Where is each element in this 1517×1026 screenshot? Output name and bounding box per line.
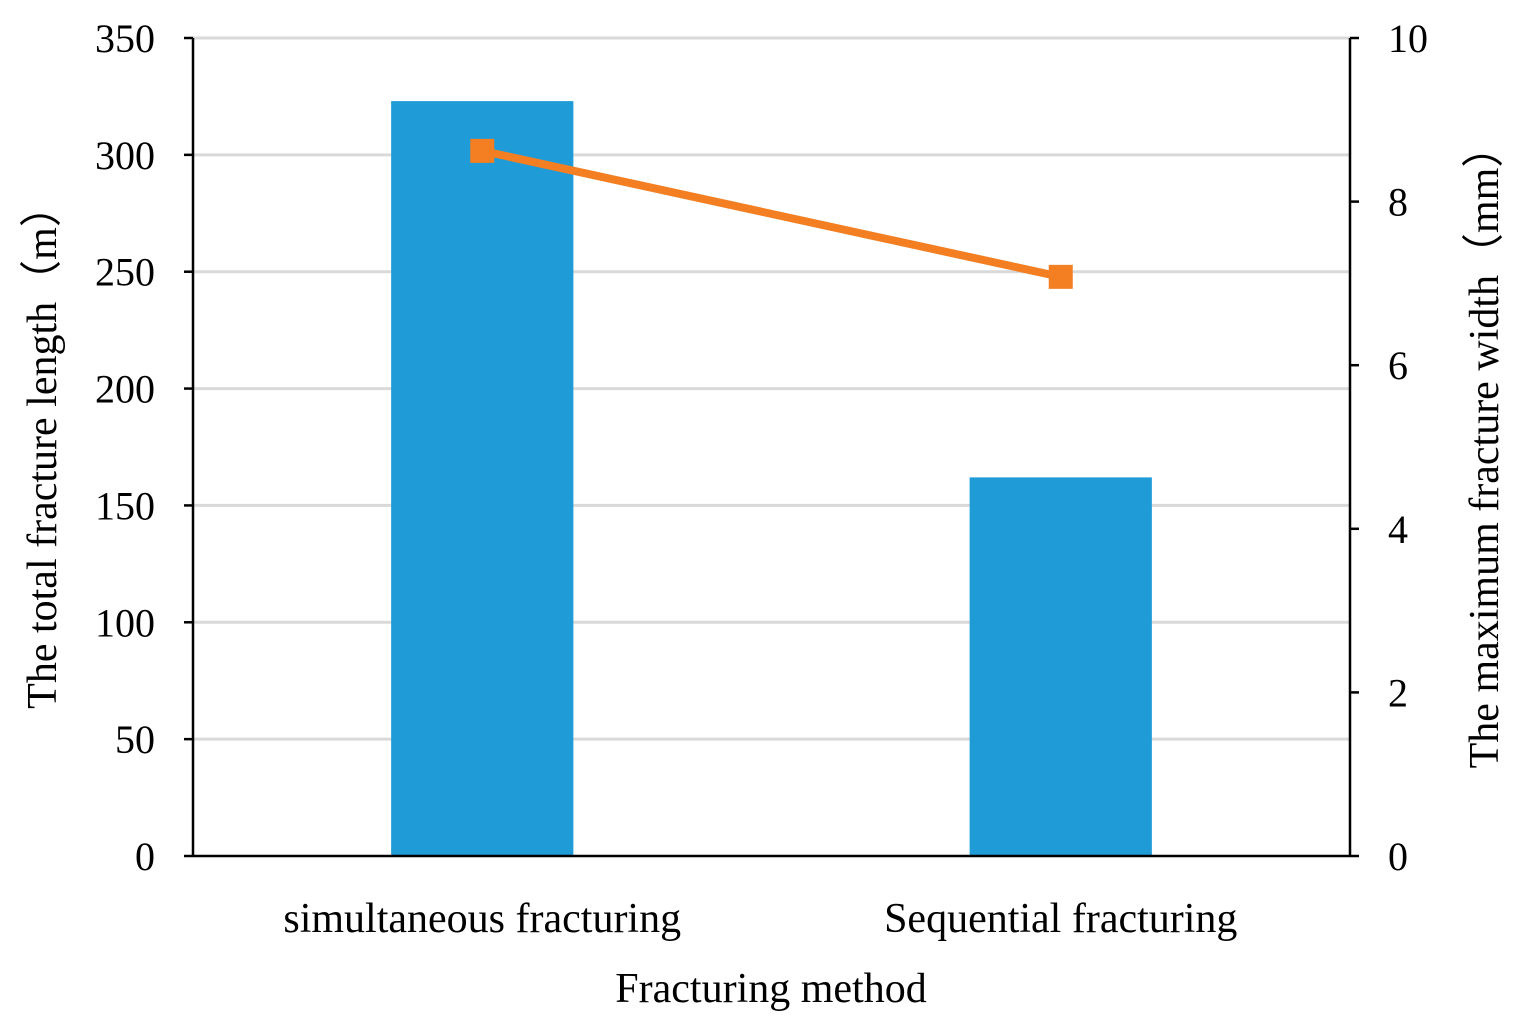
category-label-1: simultaneous fracturing: [283, 896, 681, 942]
left-tick-label-0: 0: [135, 834, 155, 879]
left-tick-label-350: 350: [95, 16, 155, 61]
left-tick-label-150: 150: [95, 483, 155, 528]
left-tick-label-200: 200: [95, 367, 155, 412]
right-tick-label-8: 8: [1388, 180, 1408, 225]
category-label-2: Sequential fracturing: [884, 896, 1237, 942]
right-tick-label-6: 6: [1388, 343, 1408, 388]
right-tick-label-2: 2: [1388, 670, 1408, 715]
width-point-1: [470, 138, 495, 163]
right-axis-ticks: 0 2 4 6 8 10: [1350, 16, 1428, 879]
left-tick-label-300: 300: [95, 133, 155, 178]
y2-axis-title: The maximum fracture width（mm）: [1462, 126, 1508, 769]
x-axis-title: Fracturing method: [615, 966, 926, 1012]
width-point-2: [1048, 264, 1073, 289]
gridlines: [193, 36, 1350, 741]
category-labels: simultaneous fracturing Sequential fractu…: [283, 896, 1237, 942]
left-tick-label-250: 250: [95, 250, 155, 295]
bar-1: [391, 101, 574, 857]
right-tick-label-4: 4: [1388, 507, 1408, 552]
axes: [191, 38, 1352, 858]
bars: [391, 101, 1152, 857]
left-tick-label-100: 100: [95, 600, 155, 645]
right-tick-label-0: 0: [1388, 834, 1408, 879]
left-tick-label-50: 50: [115, 717, 155, 762]
width-line-series: [470, 138, 1073, 289]
bar-2: [969, 477, 1152, 856]
y-axis-title: The total fracture length（m）: [20, 185, 66, 709]
right-tick-label-10: 10: [1388, 16, 1428, 61]
left-axis-ticks: 0 50 100 150 200 250 300 350: [95, 16, 193, 879]
width-line: [481, 146, 1062, 281]
